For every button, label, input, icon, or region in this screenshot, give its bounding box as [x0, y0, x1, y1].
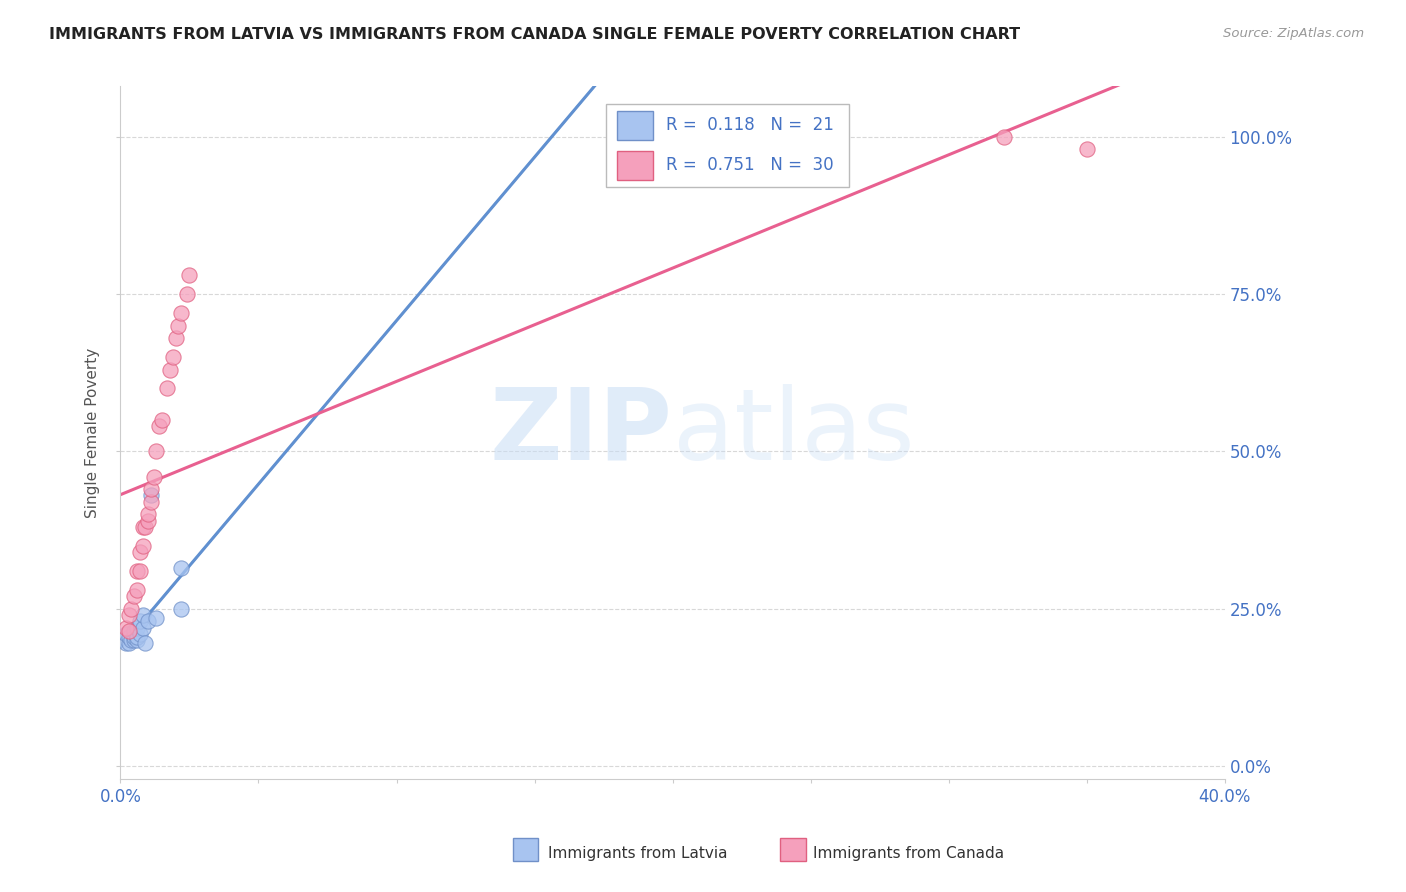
Text: ZIP: ZIP — [489, 384, 672, 481]
Point — [115, 627, 138, 641]
Text: Immigrants from Latvia: Immigrants from Latvia — [548, 847, 728, 861]
Point — [122, 630, 145, 644]
Point — [167, 318, 190, 333]
Point — [125, 630, 148, 644]
Point — [122, 589, 145, 603]
Point — [128, 545, 150, 559]
Point — [134, 520, 156, 534]
Point — [115, 636, 138, 650]
Point — [150, 413, 173, 427]
FancyBboxPatch shape — [606, 103, 849, 186]
Point — [125, 564, 148, 578]
Point — [170, 306, 193, 320]
Point — [179, 268, 201, 282]
Point — [118, 636, 141, 650]
Text: Immigrants from Canada: Immigrants from Canada — [813, 847, 1004, 861]
Point — [145, 611, 167, 625]
Text: R =  0.751   N =  30: R = 0.751 N = 30 — [666, 156, 834, 174]
Point — [136, 615, 159, 629]
Point — [131, 621, 153, 635]
Point — [118, 630, 141, 644]
Point — [170, 561, 193, 575]
Point — [136, 514, 159, 528]
Text: atlas: atlas — [672, 384, 914, 481]
Bar — [617, 111, 652, 140]
Point — [125, 633, 148, 648]
Point — [125, 582, 148, 597]
Point — [139, 494, 162, 508]
Point — [128, 627, 150, 641]
Point — [131, 520, 153, 534]
Point — [139, 488, 162, 502]
Text: IMMIGRANTS FROM LATVIA VS IMMIGRANTS FROM CANADA SINGLE FEMALE POVERTY CORRELATI: IMMIGRANTS FROM LATVIA VS IMMIGRANTS FRO… — [49, 27, 1021, 42]
Point — [156, 381, 179, 395]
Point — [1076, 142, 1098, 156]
Y-axis label: Single Female Poverty: Single Female Poverty — [86, 347, 100, 517]
Point — [125, 621, 148, 635]
Point — [142, 469, 165, 483]
Point — [162, 350, 184, 364]
Point — [131, 607, 153, 622]
Point — [121, 601, 143, 615]
Point — [131, 539, 153, 553]
Point — [170, 601, 193, 615]
Point — [165, 331, 187, 345]
Point — [134, 636, 156, 650]
Point — [176, 287, 198, 301]
Point — [145, 444, 167, 458]
Point — [136, 508, 159, 522]
Point — [121, 633, 143, 648]
Text: Source: ZipAtlas.com: Source: ZipAtlas.com — [1223, 27, 1364, 40]
Point — [118, 607, 141, 622]
Bar — [617, 151, 652, 180]
Point — [993, 129, 1015, 144]
Point — [122, 633, 145, 648]
Text: R =  0.118   N =  21: R = 0.118 N = 21 — [666, 116, 834, 134]
Point — [118, 624, 141, 638]
Point — [128, 564, 150, 578]
Point — [128, 615, 150, 629]
Point — [122, 624, 145, 638]
Point — [148, 419, 170, 434]
Point — [159, 362, 181, 376]
Point — [139, 482, 162, 496]
Point — [115, 621, 138, 635]
